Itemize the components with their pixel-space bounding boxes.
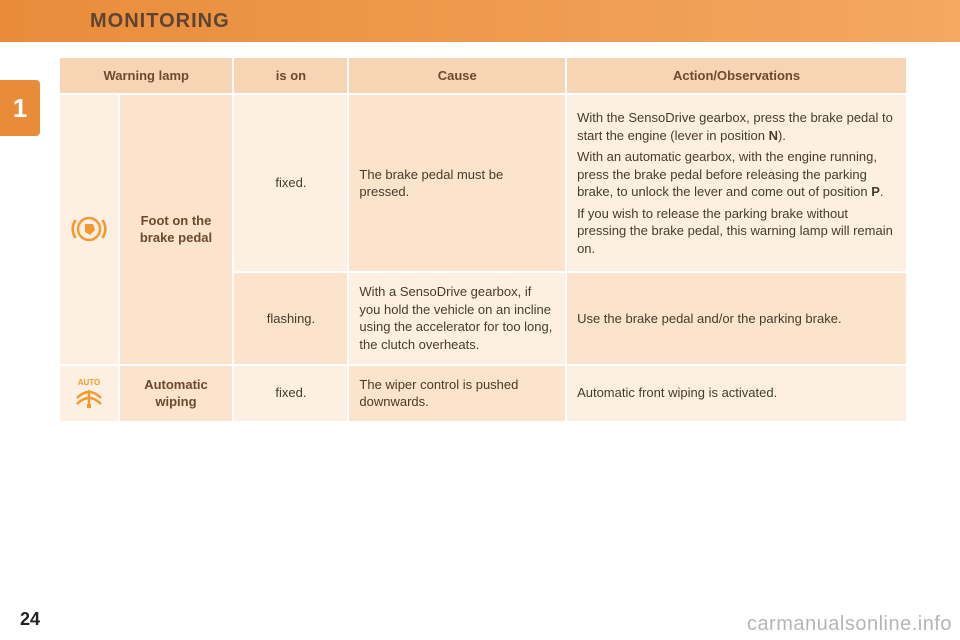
cell-cause: With a SensoDrive gearbox, if you hold t… (349, 273, 565, 363)
text: With the SensoDrive gearbox, press the b… (577, 110, 893, 143)
warning-lamp-table: Warning lamp is on Cause Action/Observat… (58, 56, 908, 423)
table-header-row: Warning lamp is on Cause Action/Observat… (60, 58, 906, 93)
text-bold: N (769, 128, 778, 143)
cell-lamp-name: Automatic wiping (120, 366, 233, 421)
cell-cause: The wiper control is pushed downwards. (349, 366, 565, 421)
page-number: 24 (20, 609, 40, 630)
header-warning-lamp: Warning lamp (60, 58, 232, 93)
header-is-on: is on (234, 58, 347, 93)
chapter-number: 1 (13, 93, 27, 124)
cell-action: Use the brake pedal and/or the parking b… (567, 273, 906, 363)
text: With an automatic gearbox, with the engi… (577, 149, 877, 199)
cell-action: With the SensoDrive gearbox, press the b… (567, 95, 906, 271)
action-line: With the SensoDrive gearbox, press the b… (577, 109, 896, 144)
cell-cause: The brake pedal must be pressed. (349, 95, 565, 271)
auto-wiper-icon: AUTO (71, 376, 107, 410)
action-line: With an automatic gearbox, with the engi… (577, 148, 896, 201)
cell-action: Automatic front wiping is activated. (567, 366, 906, 421)
text-bold: P (871, 184, 880, 199)
cell-is-on: fixed. (234, 95, 347, 271)
watermark: carmanualsonline.info (747, 613, 952, 636)
foot-brake-icon (71, 211, 107, 247)
cell-is-on: flashing. (234, 273, 347, 363)
icon-label: AUTO (77, 378, 100, 387)
action-line: If you wish to release the parking brake… (577, 205, 896, 258)
page-title: MONITORING (90, 10, 230, 33)
cell-lamp-name: Foot on the brake pedal (120, 95, 233, 364)
cell-is-on: fixed. (234, 366, 347, 421)
table-row: Foot on the brake pedal fixed. The brake… (60, 95, 906, 271)
table-row: AUTO Automatic wiping fixed. The wiper c… (60, 366, 906, 421)
chapter-tab: 1 (0, 80, 40, 136)
text: . (880, 184, 884, 199)
text: ). (778, 128, 786, 143)
cell-icon (60, 95, 118, 364)
header-action: Action/Observations (567, 58, 906, 93)
header-cause: Cause (349, 58, 565, 93)
cell-icon: AUTO (60, 366, 118, 421)
